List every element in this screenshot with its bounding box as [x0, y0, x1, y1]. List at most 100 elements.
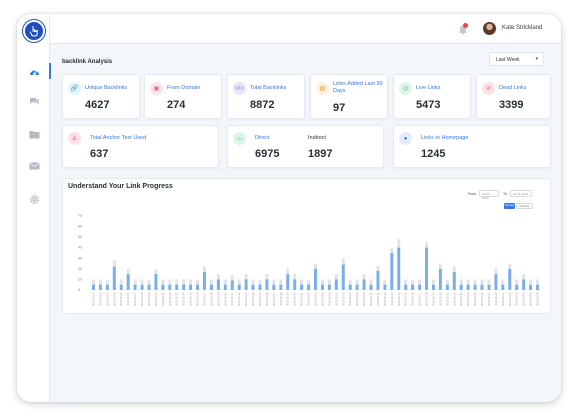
bar[interactable]	[341, 264, 345, 290]
bar[interactable]	[140, 284, 144, 290]
folder-icon[interactable]	[28, 128, 40, 140]
bar[interactable]	[473, 284, 477, 290]
bar[interactable]	[487, 284, 491, 290]
bar[interactable]	[362, 279, 366, 290]
bar[interactable]	[237, 284, 241, 290]
bar[interactable]	[98, 284, 102, 290]
bar[interactable]	[494, 274, 498, 290]
bar[interactable]	[383, 284, 387, 290]
active-nav-indicator	[49, 63, 51, 79]
bar[interactable]	[404, 284, 408, 290]
x-tick-label: 2022-02-22	[452, 292, 456, 306]
bar[interactable]	[459, 284, 463, 290]
bar[interactable]	[515, 284, 519, 290]
bar[interactable]	[272, 284, 276, 290]
bar[interactable]	[126, 274, 130, 290]
bar[interactable]	[251, 284, 255, 290]
x-tick-label: 2022-01-05	[119, 292, 123, 306]
bar[interactable]	[425, 247, 428, 290]
bar[interactable]	[209, 284, 213, 290]
bar[interactable]	[355, 284, 359, 290]
stat-label: Live Links	[416, 85, 441, 91]
mail-icon[interactable]	[28, 160, 40, 172]
bar[interactable]	[431, 284, 435, 290]
bar[interactable]	[418, 284, 422, 290]
bar[interactable]	[307, 284, 311, 290]
bar[interactable]	[348, 284, 352, 290]
user-avatar[interactable]	[483, 22, 496, 35]
x-tick-label: 2022-02-12	[383, 292, 387, 306]
bar[interactable]	[369, 284, 373, 290]
direct-value: 6975	[255, 148, 280, 160]
bar[interactable]	[92, 284, 95, 290]
app-logo[interactable]	[23, 20, 45, 42]
bar[interactable]	[501, 284, 505, 290]
x-tick-label: 2022-02-21	[445, 292, 449, 306]
stat-card-direct-indirect: </> Direct 6975 Indirect 1897	[227, 125, 384, 168]
bar[interactable]	[203, 272, 206, 290]
bar[interactable]	[105, 284, 109, 290]
y-tick-label: 10	[78, 277, 82, 281]
to-date-input[interactable]: 01-01-2022	[510, 190, 532, 197]
bar[interactable]	[411, 284, 415, 290]
bar[interactable]	[196, 284, 200, 290]
bar[interactable]	[438, 268, 442, 290]
bar[interactable]	[314, 268, 317, 290]
bar[interactable]	[133, 284, 137, 290]
bar[interactable]	[265, 279, 269, 290]
x-tick-label: 2022-02-14	[397, 292, 401, 306]
bar[interactable]	[223, 284, 227, 290]
weekly-toggle-button[interactable]: Weekly	[504, 203, 515, 209]
bar[interactable]	[334, 279, 338, 290]
bar[interactable]	[147, 284, 151, 290]
bar[interactable]	[376, 270, 380, 290]
user-name[interactable]: Kate Strickland	[502, 25, 543, 31]
bar[interactable]	[390, 253, 394, 290]
y-tick-label: 20	[78, 267, 82, 271]
period-select[interactable]: Last Week ▾	[489, 52, 544, 66]
chat-icon[interactable]	[28, 96, 40, 108]
users-icon: ●	[399, 132, 412, 145]
x-tick-label: 2022-02-28	[494, 292, 498, 306]
bar[interactable]	[168, 284, 172, 290]
bar[interactable]	[300, 284, 304, 290]
bar[interactable]	[293, 279, 297, 290]
indirect-value: 1897	[308, 148, 333, 160]
bar[interactable]	[161, 284, 165, 290]
bar[interactable]	[320, 284, 324, 290]
stat-value: 637	[90, 148, 109, 160]
from-label: From	[468, 192, 477, 196]
bar[interactable]	[445, 284, 449, 290]
bar[interactable]	[258, 284, 262, 290]
bar[interactable]	[119, 284, 123, 290]
bar[interactable]	[175, 284, 179, 290]
bar[interactable]	[327, 284, 331, 290]
bar[interactable]	[536, 284, 539, 290]
x-tick-label: 2022-01-12	[168, 292, 172, 306]
bar[interactable]	[286, 274, 290, 290]
bar[interactable]	[466, 284, 470, 290]
bar[interactable]	[244, 279, 248, 290]
bar[interactable]	[529, 284, 533, 290]
from-date-input[interactable]: 01-01-2022	[479, 190, 499, 200]
bar[interactable]	[508, 268, 512, 290]
bar[interactable]	[216, 279, 220, 290]
bar[interactable]	[522, 279, 526, 290]
bar[interactable]	[279, 284, 283, 290]
bar[interactable]	[182, 284, 186, 290]
y-tick-label: 50	[78, 235, 82, 239]
x-tick-label: 2022-02-18	[425, 292, 429, 306]
x-tick-label: 2022-01-17	[202, 292, 206, 306]
bar[interactable]	[452, 272, 456, 290]
monthly-toggle-button[interactable]: Monthly	[516, 203, 533, 209]
settings-gear-icon[interactable]	[28, 193, 40, 205]
bar[interactable]	[230, 280, 234, 290]
bar[interactable]	[112, 266, 116, 290]
stat-card-from-domain: ▣ From Domain 274	[144, 74, 222, 119]
dashboard-gauge-icon[interactable]	[28, 66, 40, 78]
bar[interactable]	[480, 284, 484, 290]
bar[interactable]	[397, 247, 401, 290]
bar[interactable]	[154, 274, 158, 290]
bar[interactable]	[189, 284, 193, 290]
